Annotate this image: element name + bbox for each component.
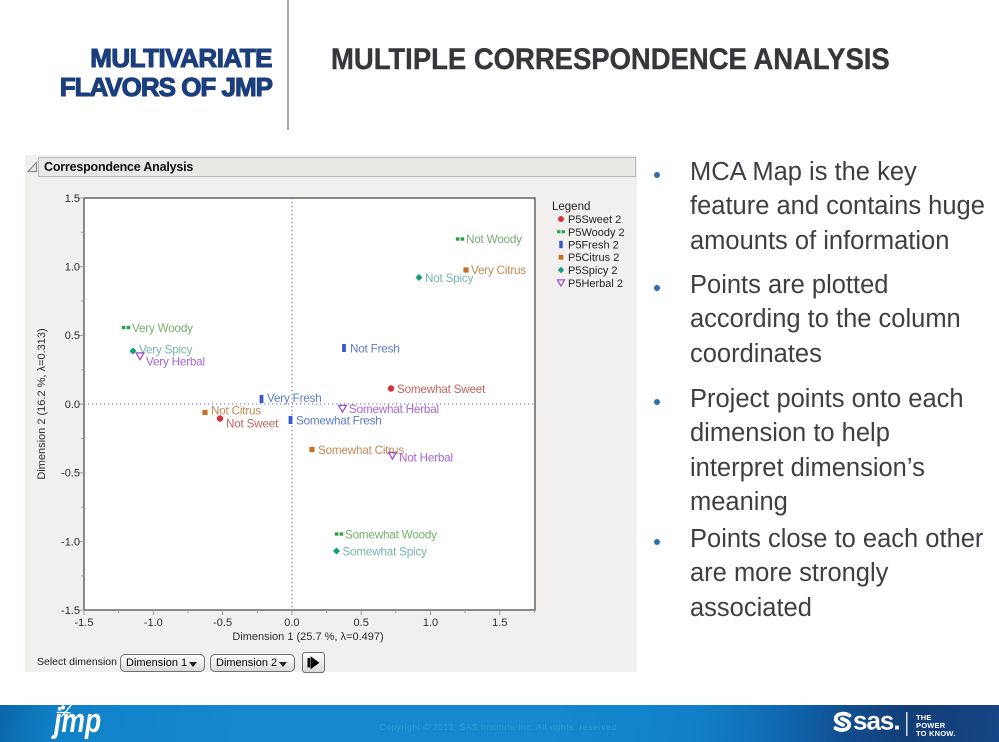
svg-text:-1.0: -1.0: [61, 536, 80, 548]
svg-text:1.0: 1.0: [65, 262, 80, 274]
svg-text:P5Citrus 2: P5Citrus 2: [568, 252, 619, 264]
svg-text:Legend: Legend: [552, 201, 590, 213]
svg-text:THE: THE: [916, 713, 932, 722]
svg-text:Dimension 2 (16.2 %, λ=0.313): Dimension 2 (16.2 %, λ=0.313): [36, 328, 48, 479]
svg-text:-1.5: -1.5: [61, 605, 80, 617]
svg-text:Very Spicy: Very Spicy: [139, 344, 193, 357]
svg-text:Very Herbal: Very Herbal: [146, 356, 205, 369]
svg-text:P5Sweet 2: P5Sweet 2: [568, 214, 621, 226]
svg-text:Very Fresh: Very Fresh: [267, 392, 322, 405]
svg-text:1.5: 1.5: [65, 193, 80, 205]
svg-text:Somewhat Citrus: Somewhat Citrus: [318, 444, 404, 457]
svg-text:0.0: 0.0: [65, 399, 80, 411]
svg-text:Dimension 1 (25.7 %, λ=0.497): Dimension 1 (25.7 %, λ=0.497): [232, 631, 383, 643]
svg-text:POWER: POWER: [916, 721, 946, 730]
svg-text:P5Woody 2: P5Woody 2: [568, 227, 625, 239]
svg-text:Not Citrus: Not Citrus: [211, 405, 261, 418]
svg-text:Not Herbal: Not Herbal: [399, 452, 453, 465]
svg-text:-1.0: -1.0: [144, 617, 163, 629]
svg-text:TO KNOW.: TO KNOW.: [916, 729, 955, 738]
svg-text:1.0: 1.0: [423, 617, 438, 629]
svg-text:P5Spicy 2: P5Spicy 2: [568, 265, 618, 277]
svg-text:Not Sweet: Not Sweet: [226, 418, 279, 431]
svg-text:Very Woody: Very Woody: [132, 322, 193, 335]
svg-text:Somewhat Sweet: Somewhat Sweet: [397, 383, 486, 396]
svg-text:0.0: 0.0: [284, 617, 299, 629]
svg-text:Not Woody: Not Woody: [466, 233, 522, 246]
svg-text:1.5: 1.5: [492, 617, 507, 629]
svg-text:Somewhat Herbal: Somewhat Herbal: [349, 403, 439, 416]
svg-text:0.5: 0.5: [354, 617, 369, 629]
svg-text:sas.: sas.: [853, 706, 900, 736]
svg-text:Not Fresh: Not Fresh: [350, 343, 400, 356]
svg-text:-0.5: -0.5: [61, 468, 80, 480]
svg-text:Very Citrus: Very Citrus: [471, 264, 526, 277]
svg-text:Somewhat Woody: Somewhat Woody: [345, 529, 437, 542]
svg-text:P5Fresh 2: P5Fresh 2: [568, 240, 619, 252]
svg-text:P5Herbal 2: P5Herbal 2: [568, 278, 623, 290]
svg-text:-1.5: -1.5: [75, 617, 94, 629]
svg-text:Somewhat Fresh: Somewhat Fresh: [296, 415, 382, 428]
svg-text:0.5: 0.5: [65, 330, 80, 342]
svg-text:Not Spicy: Not Spicy: [425, 272, 474, 285]
svg-text:-0.5: -0.5: [213, 617, 232, 629]
svg-text:Somewhat Spicy: Somewhat Spicy: [343, 546, 428, 559]
